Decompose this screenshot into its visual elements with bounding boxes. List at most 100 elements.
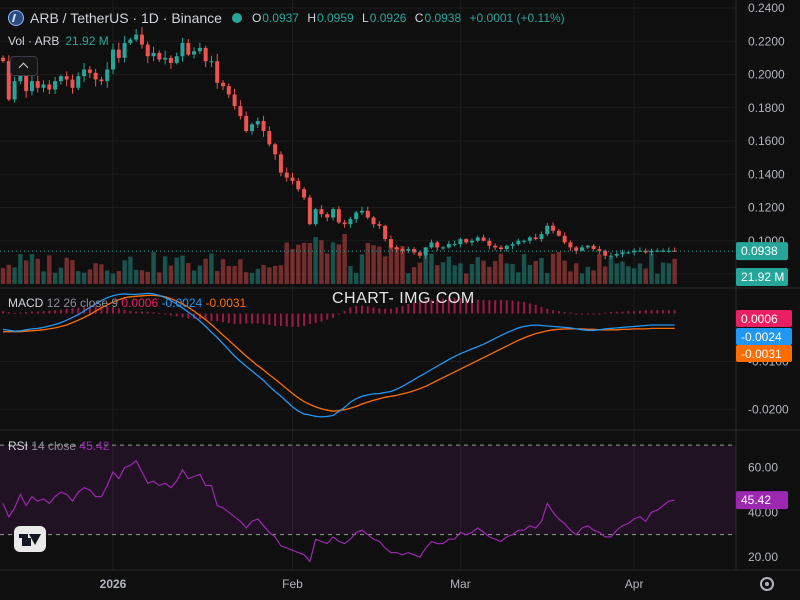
macd-legend[interactable]: MACD 12 26 close 9 0.0006 -0.0024 -0.003… <box>8 296 246 310</box>
price-tick-label: 0.2200 <box>748 34 785 48</box>
candle-body <box>568 242 573 248</box>
volume-bars <box>0 234 677 284</box>
candle-body <box>226 86 231 95</box>
macd-value-badge <box>736 345 792 362</box>
open-label: O <box>251 11 262 25</box>
candle-body <box>307 197 312 225</box>
candle-body <box>273 144 278 155</box>
tradingview-logo-icon[interactable] <box>14 526 46 552</box>
symbol-title[interactable]: ARB / TetherUS · 1D · Binance <box>30 10 222 26</box>
volume-bar <box>243 272 249 284</box>
high-value: 0.0959 <box>317 11 354 25</box>
macd-hist-bar <box>447 298 450 314</box>
candle-body <box>163 57 168 60</box>
macd-hist-bar <box>297 313 300 327</box>
macd-hist-bar <box>135 311 138 314</box>
macd-hist-bar <box>494 300 497 314</box>
candle-body <box>608 255 613 257</box>
candle-body <box>354 212 359 220</box>
volume-bar <box>608 257 614 284</box>
candle-body <box>649 250 654 253</box>
volume-legend[interactable]: Vol · ARB 21.92 M <box>8 34 109 48</box>
volume-bar <box>23 260 29 284</box>
candle-body <box>151 52 156 57</box>
volume-bar <box>290 249 295 284</box>
volume-bar <box>81 272 87 284</box>
macd-hist-bar <box>256 313 259 324</box>
rsi-value: 45.42 <box>79 439 110 453</box>
time-tick-label: 2026 <box>100 577 127 591</box>
candle-body <box>93 72 98 80</box>
macd-hist-bar <box>245 313 248 324</box>
macd-hist-bar <box>250 313 253 324</box>
volume-bar <box>342 234 347 284</box>
macd-hist-bar <box>609 312 612 314</box>
volume-bar <box>637 263 643 284</box>
macd-hist-bar <box>442 298 445 314</box>
macd-hist-bar <box>424 300 427 314</box>
macd-hist-bar <box>30 311 33 314</box>
volume-bar <box>649 253 654 284</box>
volume-bar <box>249 272 255 284</box>
volume-bar <box>336 244 342 284</box>
volume-bar <box>215 270 220 284</box>
candle-body <box>498 247 503 250</box>
candle-body <box>6 61 11 100</box>
macd-hist-value: 0.0006 <box>121 296 159 310</box>
volume-bar <box>301 242 307 284</box>
low-label: L <box>362 11 369 25</box>
time-axis[interactable]: 2026 Feb Mar Apr <box>100 577 644 591</box>
macd-hist-bar <box>517 301 520 314</box>
volume-bar <box>0 268 6 284</box>
volume-bar <box>400 246 405 284</box>
candle-body <box>41 84 46 88</box>
macd-hist-bar <box>395 307 398 314</box>
arb-coin-icon <box>8 10 24 26</box>
volume-bar <box>35 258 40 284</box>
candle-body <box>580 247 584 251</box>
rsi-label: RSI <box>8 439 29 453</box>
rsi-legend[interactable]: RSI 14 close 45.42 <box>8 439 109 453</box>
price-axis[interactable]: 0.2400 0.2200 0.2000 0.1800 0.1600 0.1400 0.12… <box>736 1 792 564</box>
gear-icon[interactable] <box>760 577 774 591</box>
volume-bar <box>162 256 168 284</box>
volume-bar <box>93 263 98 284</box>
volume-bar <box>278 265 284 284</box>
volume-bar <box>307 242 313 284</box>
candle-body <box>585 245 590 248</box>
candle-body <box>209 61 214 63</box>
macd-hist-bar <box>117 308 120 314</box>
candle-body <box>371 217 376 225</box>
candle-body <box>296 180 301 190</box>
candle-body <box>661 250 666 252</box>
macd-hist-bar <box>476 299 479 314</box>
candle-body <box>278 154 283 173</box>
volume-bar <box>631 268 637 284</box>
macd-hist-bar <box>627 311 630 314</box>
macd-pane <box>2 292 676 418</box>
volume-bar <box>186 263 191 284</box>
macd-hist-bar <box>164 313 167 315</box>
chevron-up-icon[interactable] <box>10 56 38 76</box>
ohlc-readout: O0.0937 H0.0959 L0.0926 C0.0938 +0.0001 … <box>252 11 570 25</box>
macd-label: MACD <box>8 296 44 310</box>
candle-body <box>429 242 434 248</box>
rsi-value-label: 45.42 <box>741 493 771 507</box>
macd-hist-bar <box>13 313 16 315</box>
volume-bar <box>556 252 562 284</box>
volume-bar <box>579 273 585 284</box>
volume-bar <box>348 266 353 284</box>
price-tick-label: 0.1600 <box>748 134 785 148</box>
volume-badge <box>736 268 788 286</box>
volume-bar <box>325 253 330 284</box>
candle-body <box>504 245 509 250</box>
macd-hist-bar <box>355 305 358 314</box>
macd-hist-bar <box>222 313 225 323</box>
macd-params: 12 26 close 9 <box>46 296 119 310</box>
candle-body <box>58 76 63 82</box>
macd-hist-bar <box>360 305 363 314</box>
volume-bar <box>440 262 446 284</box>
candle-body <box>365 210 370 218</box>
macd-hist-bar <box>187 313 190 319</box>
